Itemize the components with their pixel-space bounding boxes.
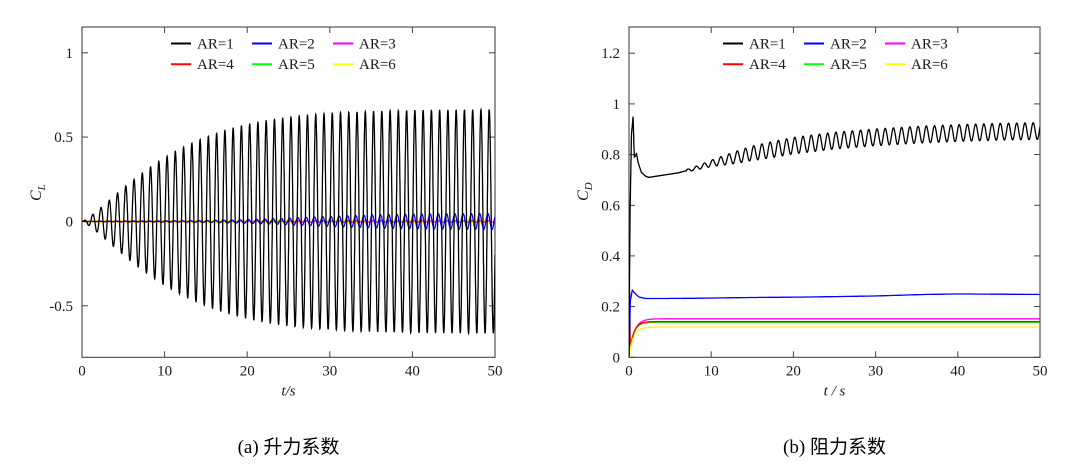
svg-text:30: 30 bbox=[322, 363, 337, 379]
svg-text:0: 0 bbox=[78, 363, 86, 379]
svg-text:30: 30 bbox=[868, 363, 883, 379]
svg-text:0.2: 0.2 bbox=[601, 300, 620, 316]
svg-text:t / s: t / s bbox=[824, 383, 846, 399]
svg-text:50: 50 bbox=[1033, 363, 1048, 379]
svg-text:(a) 升力系数: (a) 升力系数 bbox=[238, 436, 340, 458]
svg-text:AR=4: AR=4 bbox=[197, 57, 234, 73]
svg-text:t/s: t/s bbox=[281, 383, 295, 399]
svg-text:1: 1 bbox=[66, 46, 74, 62]
svg-text:(b) 阻力系数: (b) 阻力系数 bbox=[783, 436, 886, 458]
svg-text:0.4: 0.4 bbox=[601, 249, 620, 265]
svg-text:AR=3: AR=3 bbox=[359, 37, 396, 53]
svg-text:0: 0 bbox=[613, 350, 621, 366]
svg-text:AR=5: AR=5 bbox=[830, 57, 867, 73]
svg-text:AR=2: AR=2 bbox=[830, 37, 867, 53]
svg-text:-0.5: -0.5 bbox=[49, 299, 73, 315]
svg-text:1.2: 1.2 bbox=[601, 46, 620, 62]
svg-text:0: 0 bbox=[625, 363, 633, 379]
svg-text:AR=5: AR=5 bbox=[278, 57, 315, 73]
svg-text:AR=2: AR=2 bbox=[278, 37, 315, 53]
svg-text:AR=6: AR=6 bbox=[359, 57, 396, 73]
svg-text:20: 20 bbox=[240, 363, 255, 379]
svg-text:AR=3: AR=3 bbox=[911, 37, 948, 53]
svg-text:10: 10 bbox=[704, 363, 719, 379]
svg-text:0.5: 0.5 bbox=[54, 130, 73, 146]
svg-text:AR=4: AR=4 bbox=[749, 57, 786, 73]
svg-text:50: 50 bbox=[488, 363, 503, 379]
svg-text:20: 20 bbox=[786, 363, 801, 379]
svg-text:10: 10 bbox=[157, 363, 172, 379]
svg-text:AR=6: AR=6 bbox=[911, 57, 948, 73]
svg-text:AR=1: AR=1 bbox=[749, 37, 786, 53]
svg-text:0.8: 0.8 bbox=[601, 148, 620, 164]
svg-text:AR=1: AR=1 bbox=[197, 37, 234, 53]
svg-text:1: 1 bbox=[613, 97, 621, 113]
svg-text:40: 40 bbox=[950, 363, 965, 379]
svg-text:0: 0 bbox=[66, 215, 74, 231]
svg-text:0.6: 0.6 bbox=[601, 198, 620, 214]
svg-text:40: 40 bbox=[405, 363, 420, 379]
